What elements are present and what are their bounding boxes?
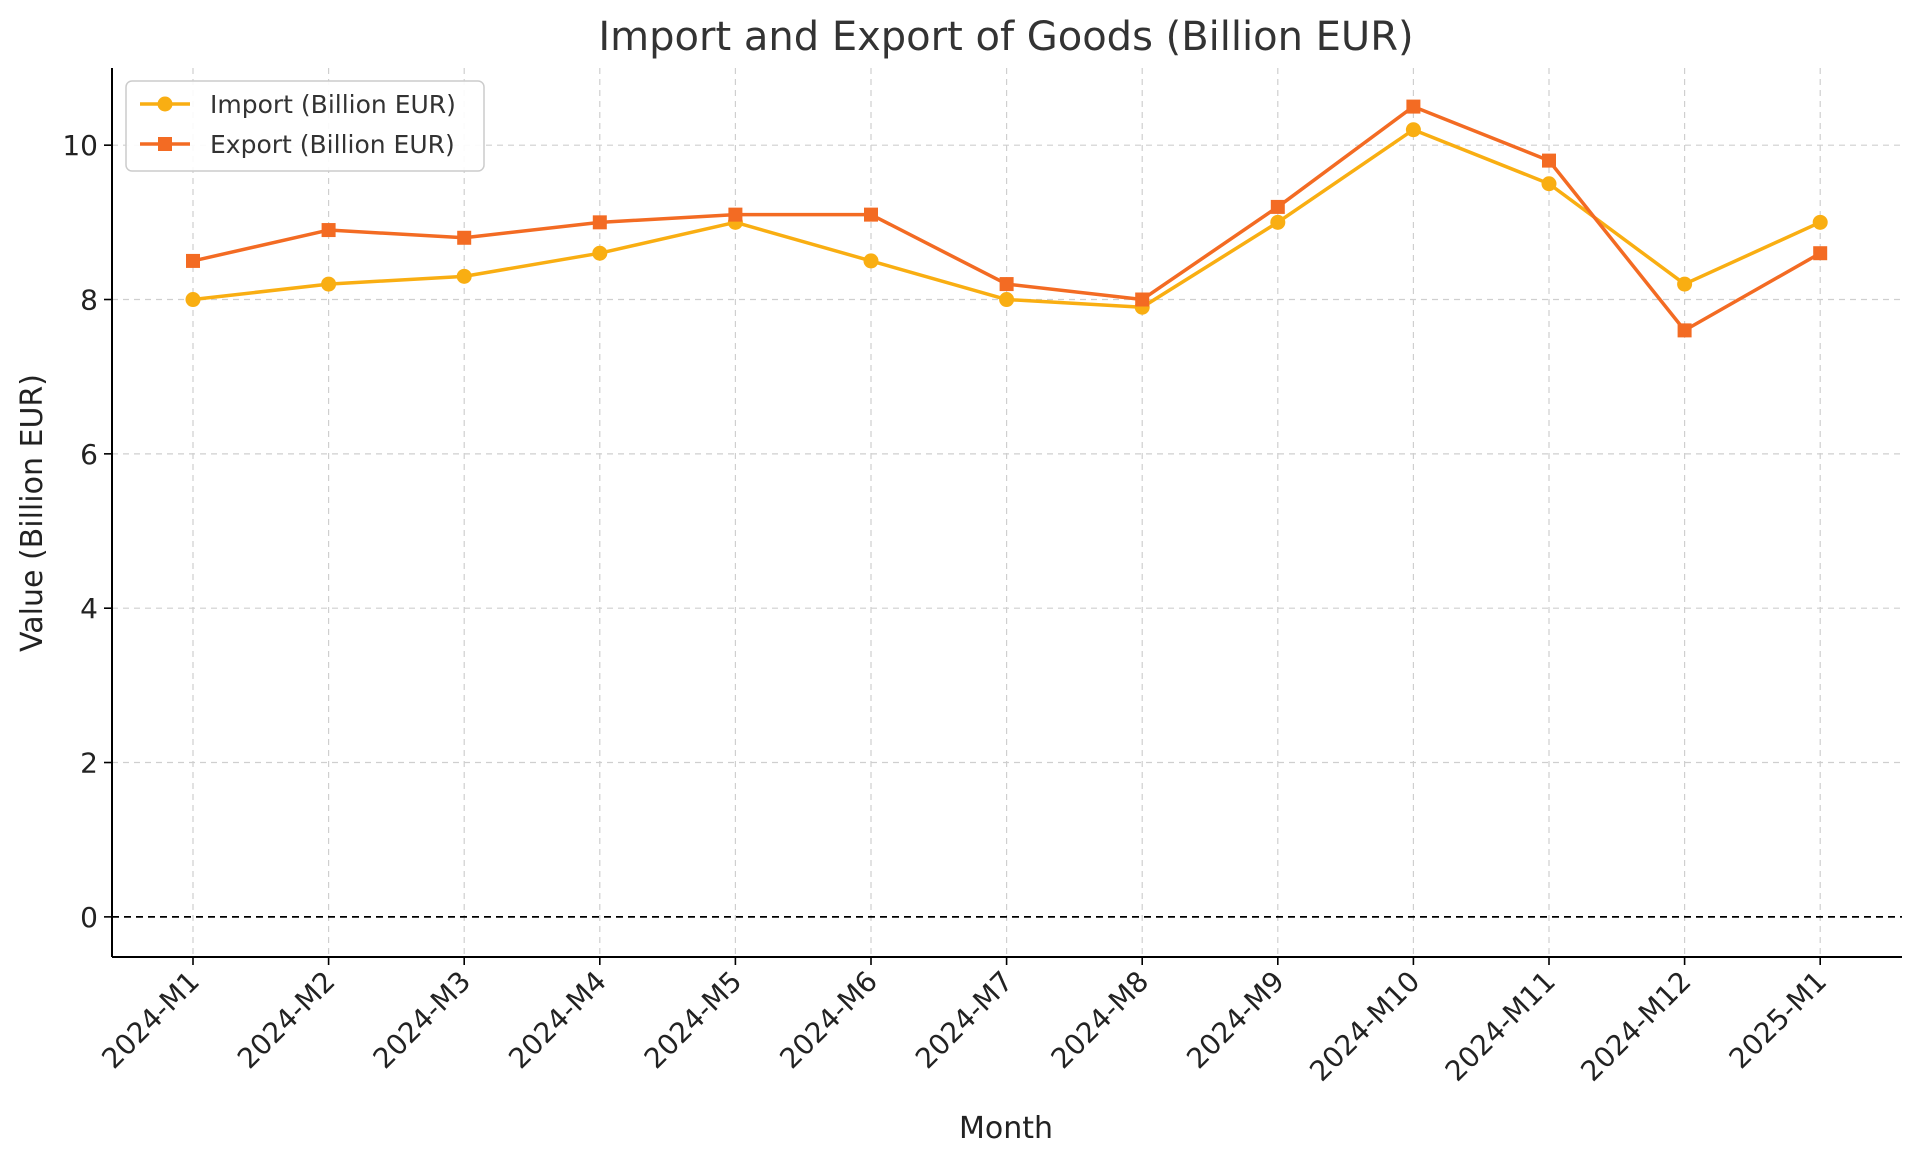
- legend-label: Import (Billion EUR): [210, 90, 456, 119]
- data-point: [592, 245, 608, 261]
- data-point: [1406, 99, 1421, 114]
- grid: [112, 68, 1902, 957]
- data-point: [863, 253, 879, 269]
- legend-marker: [158, 137, 172, 151]
- x-tick-label: 2024-M12: [1574, 965, 1697, 1088]
- x-tick-label: 2024-M1: [95, 965, 206, 1076]
- y-tick-label: 6: [80, 438, 98, 471]
- x-tick-label: 2024-M9: [1180, 965, 1291, 1076]
- data-point: [1541, 176, 1557, 192]
- data-point: [1270, 214, 1286, 230]
- y-tick-label: 2: [80, 747, 98, 780]
- data-point: [592, 215, 607, 230]
- data-point: [1270, 199, 1285, 214]
- x-tick-label: 2024-M6: [773, 965, 884, 1076]
- data-point: [1542, 153, 1556, 168]
- legend-label: Export (Billion EUR): [210, 130, 455, 159]
- legend: Import (Billion EUR) Export (Billion EUR): [125, 80, 485, 172]
- x-tick-label: 2024-M10: [1303, 965, 1426, 1088]
- y-tick-label: 10: [62, 129, 98, 162]
- chart-title: Import and Export of Goods (Billion EUR): [598, 14, 1413, 60]
- y-axis-label: Value (Billion EUR): [15, 374, 50, 652]
- x-tick-label: 2024-M11: [1439, 965, 1562, 1088]
- data-point: [1677, 323, 1692, 338]
- data-point: [456, 268, 472, 284]
- x-tick-label: 2024-M8: [1045, 965, 1156, 1076]
- y-tick-label: 8: [80, 284, 98, 317]
- x-axis-label: Month: [959, 1111, 1053, 1146]
- x-tick-label: 2024-M2: [231, 965, 342, 1076]
- y-tick-label: 0: [80, 901, 98, 934]
- data-point: [864, 207, 878, 222]
- data-point: [728, 207, 743, 222]
- y-tick-label: 4: [80, 592, 98, 625]
- data-point: [185, 292, 201, 308]
- y-ticks: 0 2 4 6 8 10: [62, 129, 112, 934]
- x-ticks: 2024-M1 2024-M2 2024-M3 2024-M4 2024-M5 2024-…: [95, 957, 1833, 1088]
- x-tick-label: 2024-M3: [367, 965, 478, 1076]
- data-point: [999, 277, 1014, 292]
- legend-marker: [157, 96, 173, 112]
- x-tick-label: 2024-M4: [502, 965, 613, 1076]
- x-tick-label: 2025-M1: [1723, 965, 1834, 1076]
- series-layer: [185, 99, 1828, 338]
- legend-box: [125, 80, 485, 172]
- data-point: [999, 292, 1015, 308]
- x-tick-label: 2024-M5: [638, 965, 749, 1076]
- data-point: [1812, 214, 1828, 230]
- data-point: [1677, 276, 1693, 292]
- data-point: [321, 276, 337, 292]
- data-point: [1405, 122, 1421, 138]
- data-point: [1813, 246, 1828, 261]
- data-point: [186, 253, 200, 268]
- data-point: [1135, 292, 1150, 307]
- data-point: [457, 230, 472, 245]
- x-tick-label: 2024-M7: [909, 965, 1020, 1076]
- data-point: [321, 223, 336, 238]
